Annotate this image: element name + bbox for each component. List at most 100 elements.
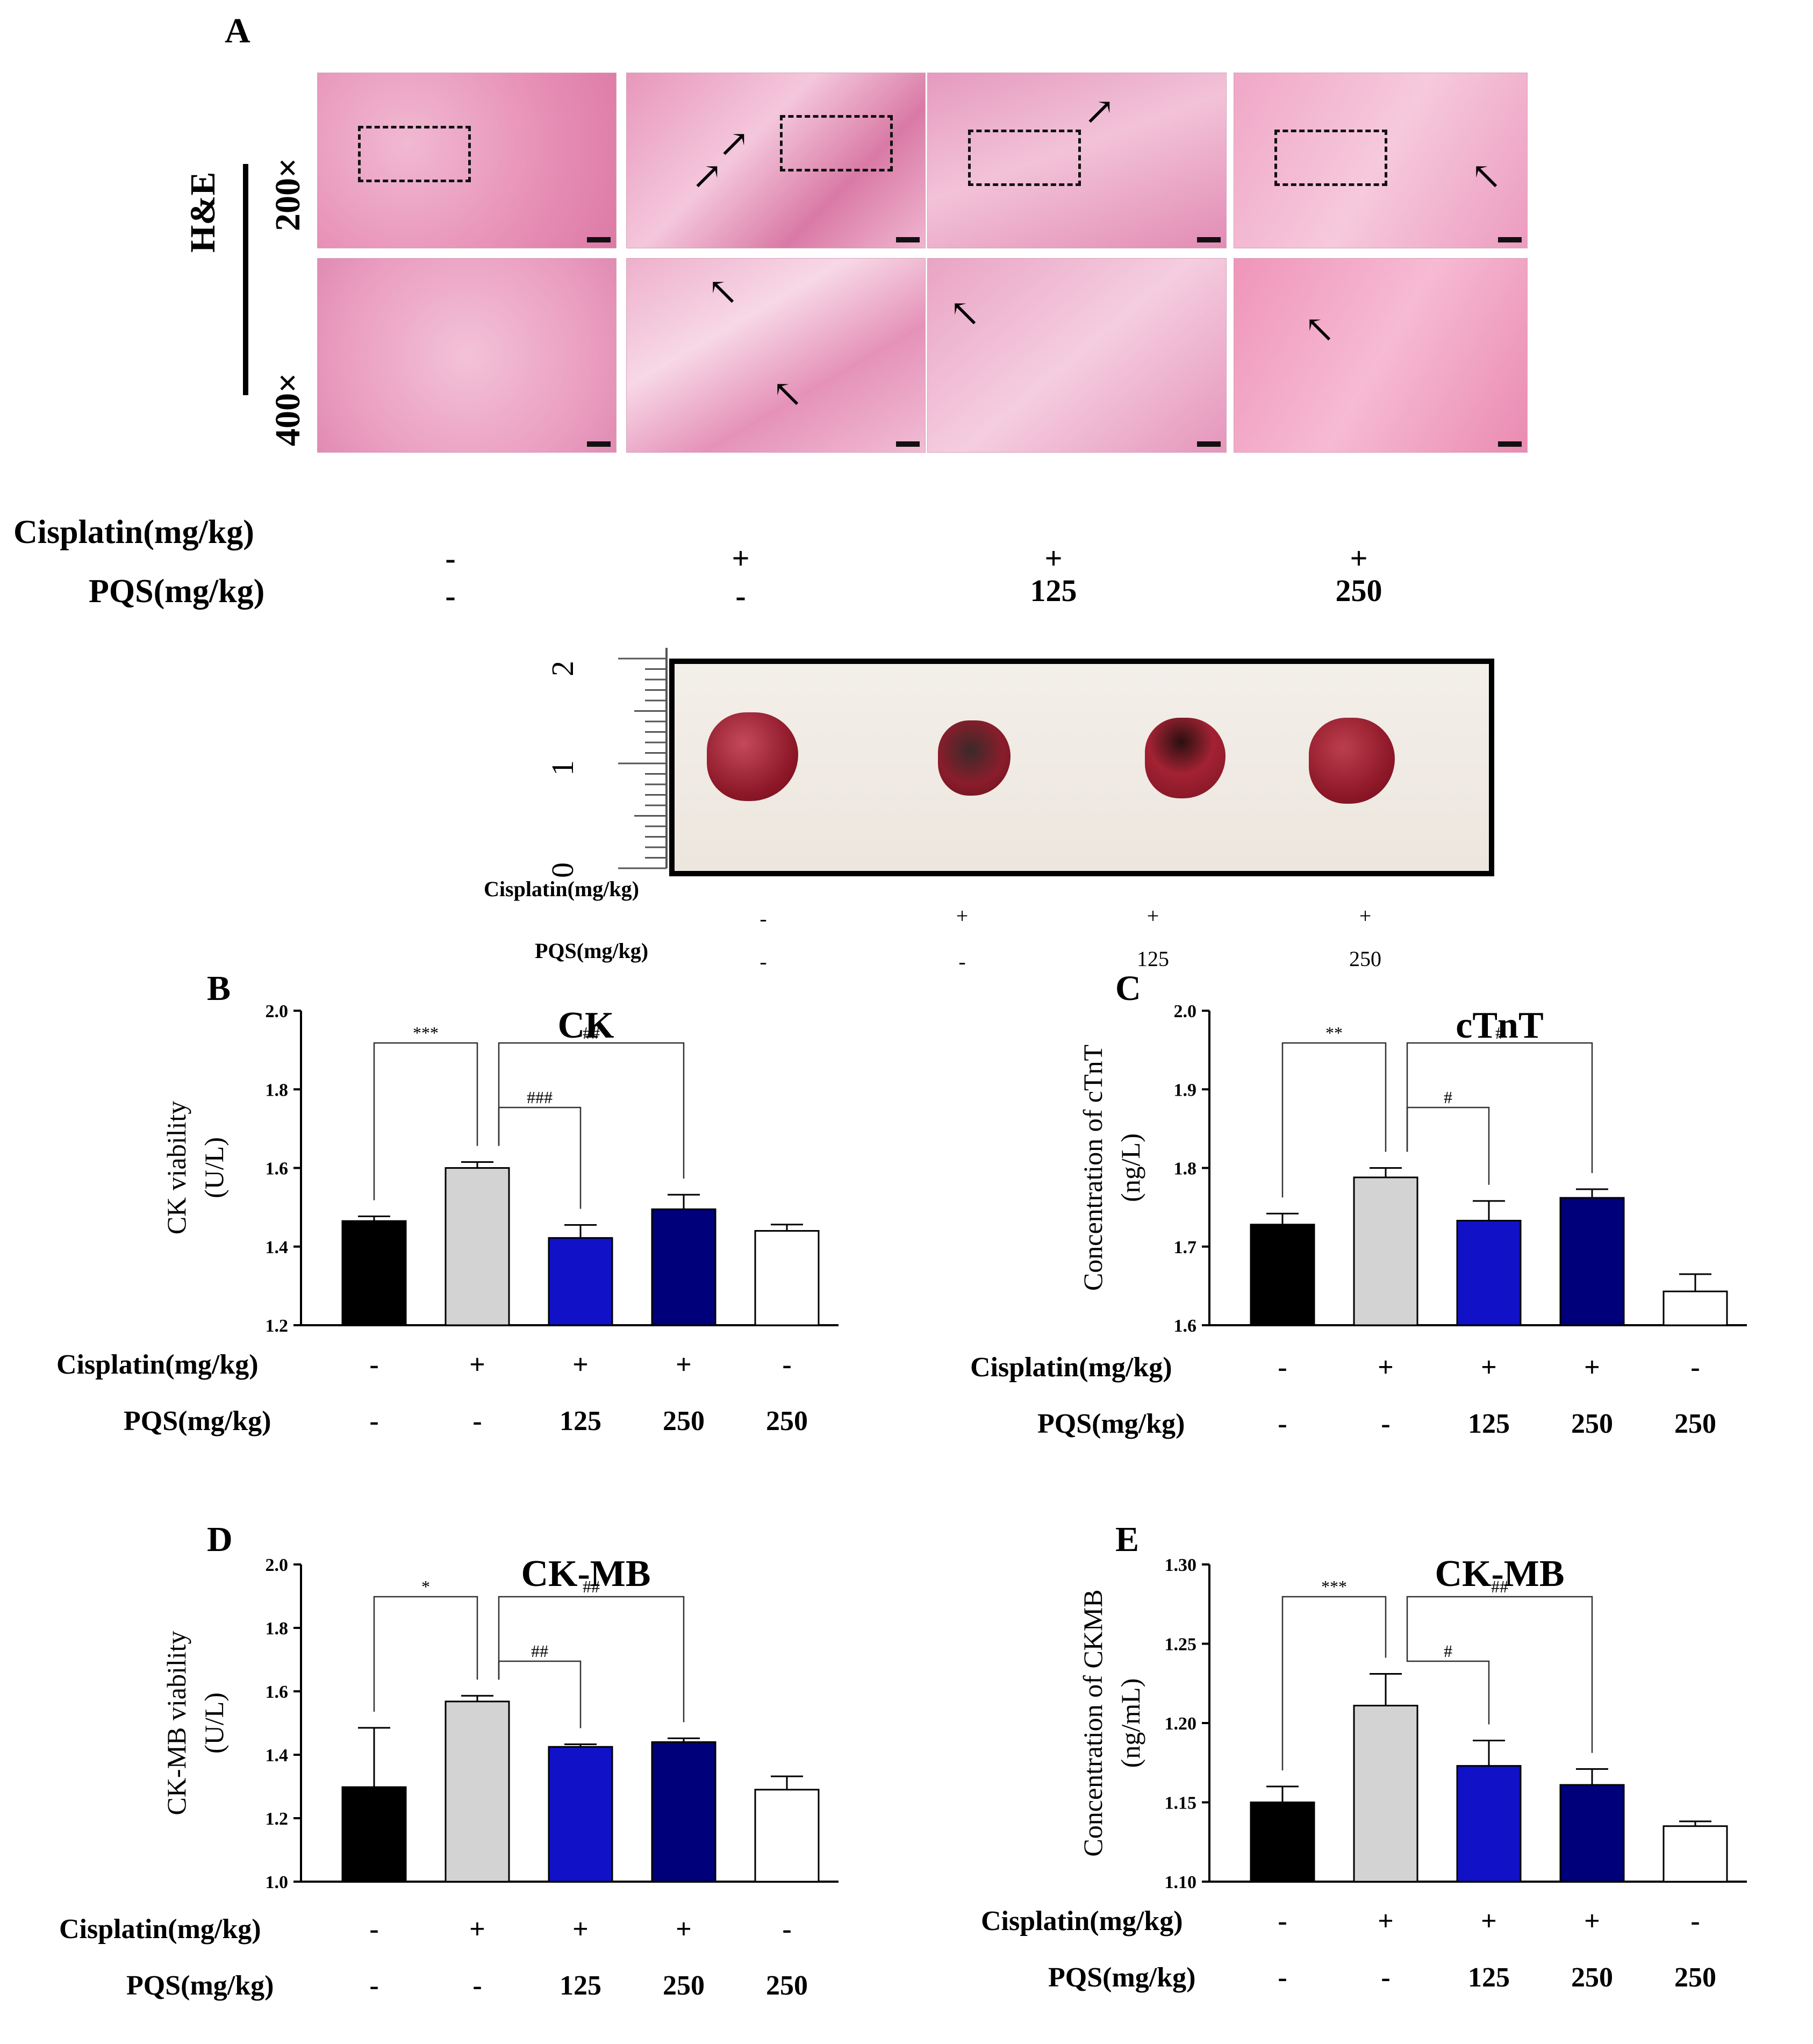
chart-d: D CK-MB CK-MB viability (U/L) 1.0 1.2 1.4 1.6 1.… bbox=[59, 1520, 839, 2001]
cisplatin-value: + bbox=[572, 1914, 589, 1945]
cisplatin-value: + bbox=[469, 1349, 485, 1380]
significance-bracket bbox=[1406, 1042, 1593, 1173]
significance-label: ## bbox=[583, 1577, 600, 1596]
pqs-value: 125 bbox=[560, 1970, 601, 2001]
cisplatin-value: + bbox=[1481, 1906, 1497, 1936]
pqs-label: PQS(mg/kg) bbox=[126, 1970, 274, 2001]
significance-label: # bbox=[1495, 1023, 1504, 1042]
panel-a-cisplatin-value: - bbox=[445, 541, 456, 576]
y-tick-label: 2.0 bbox=[266, 1555, 289, 1575]
chart-b: B CK CK viability (U/L) 1.2 1.4 1.6 1.8 2.0 *** ##… bbox=[56, 969, 839, 1436]
pqs-value: - bbox=[369, 1970, 378, 2001]
bar bbox=[754, 1789, 820, 1883]
significance-bracket bbox=[1406, 1106, 1490, 1185]
y-tick-label: 1.8 bbox=[266, 1080, 289, 1100]
bar bbox=[651, 1208, 716, 1326]
bar bbox=[1250, 1224, 1315, 1326]
y-axis-label-line: CK-MB viability bbox=[161, 1631, 191, 1815]
cisplatin-value: + bbox=[1481, 1352, 1497, 1383]
y-tick-label: 1.4 bbox=[266, 1238, 289, 1257]
bar bbox=[1559, 1197, 1625, 1326]
y-tick-label: 2.0 bbox=[266, 1002, 289, 1021]
arrow-icon: ↖ bbox=[1304, 309, 1336, 351]
pqs-value: 250 bbox=[1571, 1409, 1613, 1439]
heart-specimen bbox=[707, 712, 798, 801]
cisplatin-label: Cisplatin(mg/kg) bbox=[56, 1349, 259, 1380]
significance-label: # bbox=[1444, 1641, 1452, 1661]
panel-a-pqs-value: 250 bbox=[1335, 573, 1382, 608]
pqs-value: 125 bbox=[1468, 1409, 1510, 1439]
panel-a-letter: A bbox=[225, 11, 250, 51]
significance-bracket bbox=[373, 1596, 478, 1712]
stain-bracket-line bbox=[243, 164, 248, 395]
y-axis-label-line: (U/L) bbox=[199, 1692, 229, 1754]
pqs-label: PQS(mg/kg) bbox=[124, 1406, 271, 1436]
y-axis-label: Concentration of CKMB (ng/mL) bbox=[1078, 1589, 1145, 1856]
panel-a-cisplatin-value: + bbox=[732, 541, 750, 576]
photo-pqs-value: 250 bbox=[1349, 947, 1381, 971]
panel-letter: C bbox=[1115, 969, 1141, 1008]
cisplatin-value: - bbox=[1278, 1352, 1287, 1383]
bar bbox=[1662, 1290, 1728, 1326]
chart-title: CK bbox=[558, 1005, 614, 1046]
pqs-value: 250 bbox=[1674, 1962, 1716, 1993]
pqs-value: 250 bbox=[663, 1970, 705, 2001]
pqs-value: - bbox=[1278, 1409, 1287, 1439]
photo-pqs-value: 125 bbox=[1137, 947, 1169, 971]
heart-photo bbox=[669, 659, 1494, 876]
y-tick-label: 1.9 bbox=[1174, 1080, 1197, 1100]
significance-bracket bbox=[1281, 1042, 1387, 1198]
chart-title: CK-MB bbox=[521, 1553, 650, 1595]
significance-label: ## bbox=[583, 1023, 600, 1042]
y-axis-label-line: (ng/L) bbox=[1115, 1133, 1145, 1202]
significance-label: # bbox=[1444, 1088, 1452, 1107]
photo-pqs-value: - bbox=[759, 949, 767, 974]
y-tick-label: 1.8 bbox=[266, 1619, 289, 1639]
micrograph-400x-cisplatin: ↖ ↖ bbox=[626, 258, 926, 453]
arrow-icon: ↗ bbox=[691, 156, 723, 197]
bar bbox=[1456, 1219, 1522, 1326]
significance-bracket bbox=[373, 1042, 478, 1200]
micrograph-200x-pqs250: ↖ bbox=[1234, 73, 1528, 248]
bar bbox=[1456, 1765, 1522, 1883]
y-axis-label-line: (U/L) bbox=[199, 1137, 229, 1198]
magnification-200-label: 200× bbox=[268, 158, 307, 231]
pqs-value: 250 bbox=[663, 1406, 705, 1436]
chart-title: cTnT bbox=[1456, 1005, 1543, 1046]
micrograph-200x-cisplatin: ↗ ↗ bbox=[626, 73, 926, 248]
cisplatin-value: - bbox=[1278, 1906, 1287, 1936]
bar bbox=[548, 1746, 613, 1883]
significance-bracket bbox=[498, 1042, 685, 1179]
photo-cisplatin-label: Cisplatin(mg/kg) bbox=[484, 877, 639, 901]
cisplatin-value: - bbox=[369, 1349, 378, 1380]
y-axis-label-line: CK viability bbox=[161, 1101, 191, 1235]
chart-e: E CK-MB Concentration of CKMB (ng/mL) 1.10 1.… bbox=[981, 1520, 1747, 1993]
photo-cisplatin-value: + bbox=[1359, 904, 1372, 928]
panel-a-pqs-label: PQS(mg/kg) bbox=[89, 573, 265, 610]
y-tick-label: 1.0 bbox=[266, 1873, 289, 1892]
y-tick-label: 1.20 bbox=[1165, 1714, 1197, 1734]
y-tick-label: 1.6 bbox=[266, 1682, 289, 1702]
panel-a-cisplatin-value: + bbox=[1044, 541, 1063, 576]
cisplatin-value: + bbox=[676, 1914, 692, 1945]
arrow-icon: ↖ bbox=[772, 374, 804, 415]
y-tick-label: 1.8 bbox=[1174, 1159, 1197, 1179]
pqs-label: PQS(mg/kg) bbox=[1037, 1409, 1185, 1439]
y-tick-label: 1.10 bbox=[1165, 1873, 1197, 1892]
pqs-value: - bbox=[1381, 1409, 1390, 1439]
chart-title: CK-MB bbox=[1435, 1553, 1564, 1595]
photo-cisplatin-value: + bbox=[956, 904, 969, 928]
panel-a-pqs-value: - bbox=[735, 578, 746, 613]
significance-bracket bbox=[1406, 1657, 1490, 1725]
cisplatin-label: Cisplatin(mg/kg) bbox=[981, 1906, 1183, 1936]
y-tick-label: 1.6 bbox=[1174, 1316, 1197, 1336]
bar bbox=[1559, 1784, 1625, 1883]
panel-a-pqs-value: 125 bbox=[1030, 573, 1077, 608]
pqs-value: - bbox=[369, 1406, 378, 1436]
pqs-value: - bbox=[1278, 1962, 1287, 1993]
arrow-icon: ↗ bbox=[718, 124, 750, 165]
bar bbox=[445, 1700, 510, 1883]
pqs-value: - bbox=[472, 1970, 482, 2001]
ruler bbox=[618, 648, 668, 869]
